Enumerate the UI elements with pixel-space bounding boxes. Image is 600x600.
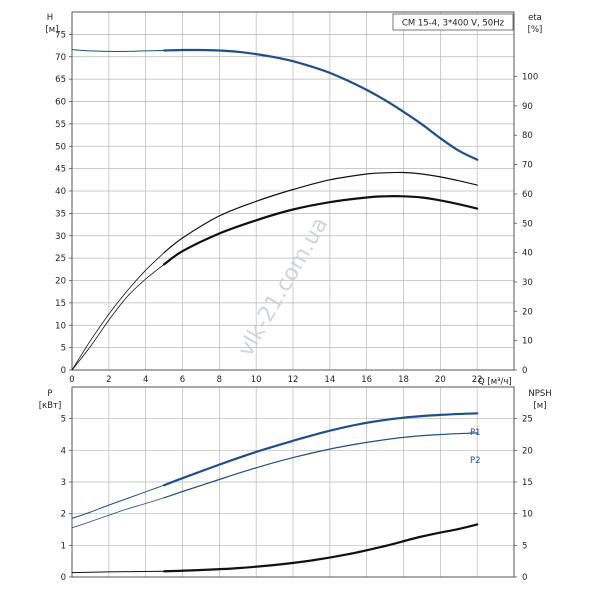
power-tick-label: 1	[61, 541, 66, 551]
power-axis-title: P	[47, 389, 52, 399]
eta-axis-ticks: 0 10 20 30 40 50 60 70 80 90 100	[514, 73, 538, 376]
p2-curve	[163, 432, 478, 499]
head-tick-label: 60	[55, 98, 66, 108]
pump-badge-box	[392, 13, 514, 31]
head-tick-label: 5	[61, 344, 66, 354]
eta-outer-thin-curve	[71, 252, 165, 371]
eta-inner-thin-curve	[71, 264, 165, 371]
head-axis-title: H	[47, 13, 53, 23]
head-tick-label: 10	[55, 321, 66, 331]
flow-tick-label: 22	[472, 375, 483, 385]
flow-axis-ticks: 0 2 4 6 8 10 12 14 16 18 20 22	[69, 375, 482, 385]
eta-axis-title: eta	[528, 13, 542, 23]
npsh-tick-label: 5	[522, 541, 527, 551]
eta-tick-label: 0	[522, 366, 527, 376]
eta-tick-label: 40	[522, 249, 533, 259]
npsh-curve	[163, 523, 479, 573]
flow-tick-label: 16	[361, 375, 372, 385]
p2-curve-label: P2	[470, 456, 481, 466]
npsh-tick-label: 20	[522, 446, 533, 456]
eta-tick-label: 20	[522, 307, 533, 317]
head-tick-label: 40	[55, 187, 66, 197]
h-curve	[163, 48, 479, 161]
head-tick-label: 15	[55, 299, 66, 309]
p2-thin-curve	[71, 497, 165, 529]
npsh-thin-curve	[71, 570, 165, 574]
eta-tick-label: 60	[522, 190, 533, 200]
flow-tick-label: 6	[180, 375, 185, 385]
flow-axis-unit: Q [м³/ч]	[478, 377, 512, 387]
bottom-curves	[71, 412, 479, 574]
eta-tick-label: 100	[522, 73, 538, 83]
flow-tick-label: 18	[398, 375, 409, 385]
npsh-tick-label: 10	[522, 510, 533, 520]
head-tick-label: 75	[55, 30, 66, 40]
eta-tick-label: 70	[522, 161, 533, 171]
npsh-tick-label: 25	[522, 415, 533, 425]
power-tick-label: 4	[61, 446, 66, 456]
flow-tick-label: 8	[217, 375, 222, 385]
flow-tick-label: 10	[251, 375, 262, 385]
head-tick-label: 70	[55, 53, 66, 63]
npsh-axis-unit: [м]	[533, 401, 546, 411]
p1-curve-label: P1	[470, 428, 481, 438]
eta-tick-label: 50	[522, 219, 533, 229]
npsh-axis-ticks: 0 5 10 15 20 25	[514, 415, 533, 583]
flow-tick-label: 20	[435, 375, 446, 385]
h-thin-curve	[71, 49, 165, 52]
head-tick-label: 45	[55, 165, 66, 175]
watermark: vlk-21.com.ua	[234, 213, 334, 361]
power-axis-ticks: 0 1 2 3 4 5	[61, 415, 72, 583]
eta-axis-unit: [%]	[528, 25, 543, 35]
eta-inner-curve	[163, 195, 479, 266]
power-tick-label: 5	[61, 415, 66, 425]
flow-tick-label: 14	[324, 375, 335, 385]
eta-tick-label: 80	[522, 131, 533, 141]
npsh-axis-title: NPSH	[528, 389, 551, 399]
head-axis-ticks: 0 5 10 15 20 25 30 35 40 45 50 55 60 65 70 75	[55, 30, 72, 376]
head-tick-label: 0	[61, 366, 66, 376]
flow-tick-label: 4	[143, 375, 148, 385]
p1-curve	[163, 412, 479, 487]
head-tick-label: 20	[55, 277, 66, 287]
power-axis-unit: [кВт]	[39, 401, 62, 411]
pump-badge: CM 15-4, 3*400 V, 50Hz	[402, 19, 505, 29]
head-tick-label: 55	[55, 120, 66, 130]
flow-tick-label: 0	[69, 375, 74, 385]
power-tick-label: 2	[61, 510, 66, 520]
power-npsh-panel: 0 1 2 3 4 5 0 5 10 15 20 25 P [кВт] NPSH [м] P1 P2	[39, 386, 552, 583]
eta-tick-label: 30	[522, 278, 533, 288]
eta-tick-label: 90	[522, 102, 533, 112]
head-tick-label: 30	[55, 232, 66, 242]
npsh-tick-label: 0	[522, 573, 527, 583]
p1-thin-curve	[71, 484, 165, 519]
power-tick-label: 3	[61, 478, 66, 488]
flow-tick-label: 2	[106, 375, 111, 385]
eta-tick-label: 10	[522, 337, 533, 347]
head-tick-label: 35	[55, 209, 66, 219]
head-tick-label: 50	[55, 142, 66, 152]
power-tick-label: 0	[61, 573, 66, 583]
head-tick-label: 25	[55, 254, 66, 264]
bottom-grid	[72, 387, 514, 577]
top-curves	[71, 48, 479, 371]
head-axis-unit: [м]	[45, 25, 58, 35]
top-grid	[72, 12, 514, 370]
npsh-tick-label: 15	[522, 478, 533, 488]
flow-tick-label: 12	[288, 375, 299, 385]
head-tick-label: 65	[55, 75, 66, 85]
eta-outer-curve	[163, 171, 478, 254]
